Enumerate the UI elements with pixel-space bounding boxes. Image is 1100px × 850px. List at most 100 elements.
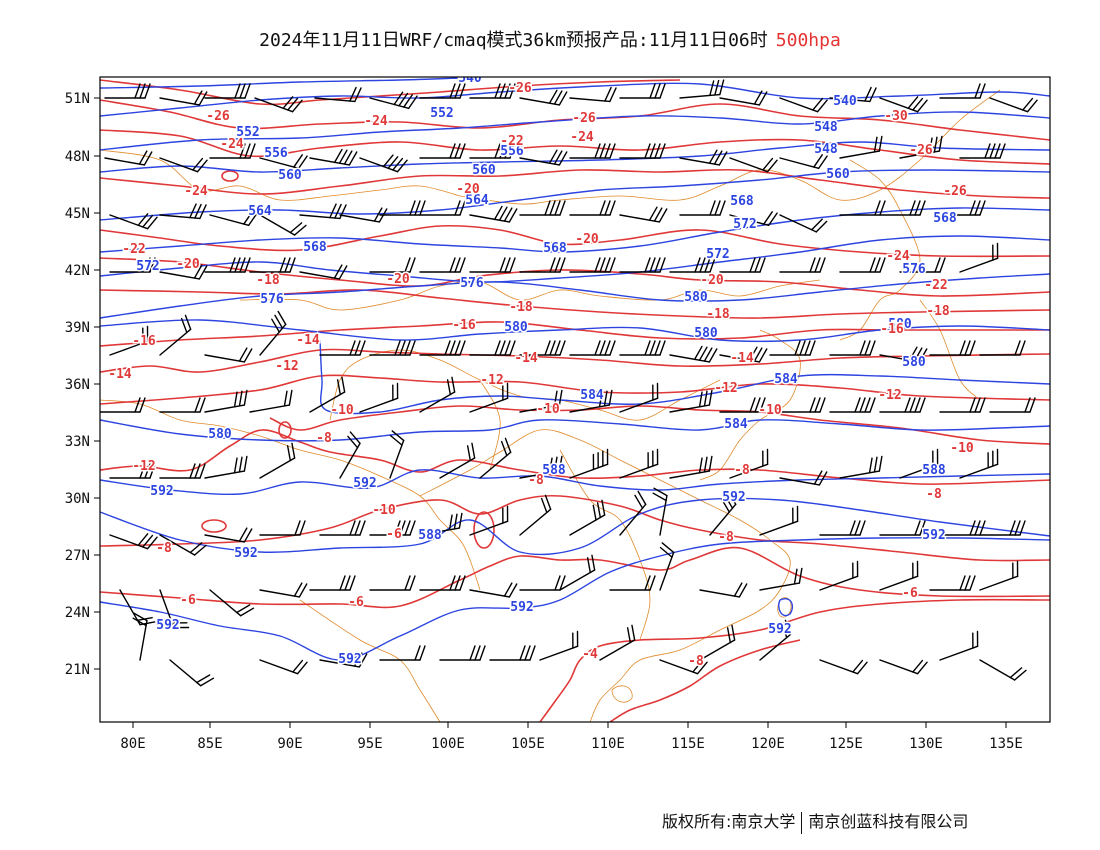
height-isoline bbox=[100, 497, 1050, 556]
wind-barb bbox=[759, 567, 803, 591]
lat-tick-label: 27N bbox=[65, 548, 90, 564]
wind-barb bbox=[929, 575, 976, 591]
wind-barb bbox=[419, 340, 466, 356]
contour-value-label: -12 bbox=[878, 388, 901, 403]
contour-value-label: 592 bbox=[922, 528, 945, 543]
wind-barb bbox=[379, 200, 426, 216]
title-main: 2024年11月11日WRF/cmaq模式36km预报产品:11月11日06时 bbox=[259, 30, 768, 51]
temperature-isoline bbox=[100, 289, 1050, 319]
wind-barb bbox=[419, 376, 456, 413]
contour-value-label: -16 bbox=[880, 322, 904, 337]
wind-barb bbox=[659, 659, 708, 675]
wind-barb bbox=[779, 257, 826, 273]
contour-value-label: -24 bbox=[886, 249, 910, 264]
wind-barb bbox=[204, 455, 248, 479]
height-isoline bbox=[100, 77, 461, 89]
contour-value-label: -6 bbox=[902, 586, 918, 601]
wind-barb bbox=[939, 520, 986, 536]
border-line bbox=[559, 449, 651, 641]
title-level: 500hpa bbox=[775, 30, 841, 51]
lon-tick-label: 135E bbox=[989, 736, 1023, 752]
wind-barb bbox=[254, 96, 303, 113]
height-isoline bbox=[100, 169, 1050, 221]
wind-barb bbox=[569, 143, 616, 159]
contour-value-label: -20 bbox=[700, 273, 724, 288]
temperature-isoline bbox=[278, 421, 292, 439]
contour-value-label: -12 bbox=[132, 459, 155, 474]
wind-barb bbox=[259, 442, 296, 479]
wind-barb bbox=[699, 624, 736, 661]
wind-barb bbox=[759, 619, 792, 661]
temperature-isoline bbox=[100, 168, 1050, 199]
wind-barb bbox=[369, 257, 416, 273]
wind-barb bbox=[619, 340, 666, 356]
contour-value-label: -8 bbox=[718, 530, 734, 545]
contour-value-label: 592 bbox=[150, 484, 173, 499]
contour-value-label: 568 bbox=[303, 240, 327, 255]
wind-barb bbox=[979, 659, 1027, 681]
wind-barb bbox=[519, 575, 566, 591]
lon-tick-label: 105E bbox=[511, 736, 545, 752]
wind-barb bbox=[829, 86, 877, 103]
border-line bbox=[479, 379, 501, 471]
wind-barb bbox=[599, 624, 636, 661]
contour-value-label: 568 bbox=[933, 211, 957, 226]
height-contours bbox=[100, 77, 1050, 661]
temperature-isoline bbox=[269, 405, 1050, 445]
wind-barb bbox=[989, 397, 1036, 413]
wind-barb bbox=[679, 200, 726, 216]
contour-value-label: -12 bbox=[714, 381, 737, 396]
wind-barb bbox=[369, 520, 416, 536]
contour-value-label: -26 bbox=[206, 109, 230, 124]
wind-barb bbox=[249, 389, 293, 413]
contour-value-label: 580 bbox=[208, 427, 232, 442]
wind-barb bbox=[109, 257, 156, 273]
temperature-isoline bbox=[100, 79, 681, 106]
wind-barb bbox=[204, 347, 253, 363]
wind-barb bbox=[319, 652, 368, 668]
contour-value-label: -18 bbox=[926, 304, 950, 319]
contour-value-label: 588 bbox=[922, 463, 946, 478]
height-isoline bbox=[100, 235, 1050, 283]
wind-barb bbox=[879, 520, 926, 536]
wind-barb bbox=[559, 554, 596, 591]
wind-barb bbox=[699, 582, 748, 598]
contour-value-label: 572 bbox=[706, 247, 729, 262]
height-isoline bbox=[100, 469, 1050, 495]
wind-barb bbox=[159, 534, 207, 556]
wind-barb bbox=[839, 200, 886, 216]
temperature-isoline bbox=[100, 348, 1050, 373]
temperature-isoline bbox=[100, 224, 1050, 258]
wind-barb bbox=[659, 542, 675, 591]
contour-value-label: 540 bbox=[458, 71, 482, 86]
contour-value-label: 580 bbox=[504, 320, 528, 335]
wind-barb bbox=[759, 505, 799, 536]
contour-value-label: 588 bbox=[542, 463, 566, 478]
wind-barb bbox=[519, 455, 563, 479]
wind-barb bbox=[669, 389, 713, 413]
contour-value-label: -6 bbox=[386, 527, 402, 542]
wind-barb bbox=[489, 645, 536, 661]
wind-barb bbox=[879, 200, 926, 216]
temperature-isoline bbox=[201, 519, 227, 533]
wind-barb bbox=[929, 340, 976, 356]
height-isoline bbox=[100, 419, 1050, 442]
border-line bbox=[100, 399, 481, 591]
lat-tick-label: 45N bbox=[65, 206, 90, 222]
wind-barb bbox=[839, 455, 883, 479]
contour-value-label: -26 bbox=[943, 184, 967, 199]
contour-value-label: -22 bbox=[122, 242, 145, 257]
wind-barb bbox=[779, 154, 828, 170]
lon-tick-label: 130E bbox=[909, 736, 943, 752]
wind-barb bbox=[979, 560, 1019, 591]
contour-value-label: -22 bbox=[924, 278, 947, 293]
wind-barb bbox=[469, 582, 518, 598]
wind-barb bbox=[204, 527, 253, 543]
wind-barb bbox=[339, 431, 361, 479]
wind-barb bbox=[829, 397, 876, 413]
contour-value-label: -20 bbox=[386, 272, 410, 287]
map-title: 2024年11月11日WRF/cmaq模式36km预报产品:11月11日06时 5… bbox=[0, 26, 1100, 52]
wind-barb bbox=[469, 505, 509, 536]
wind-barb bbox=[469, 143, 516, 159]
wind-barb bbox=[419, 143, 466, 159]
